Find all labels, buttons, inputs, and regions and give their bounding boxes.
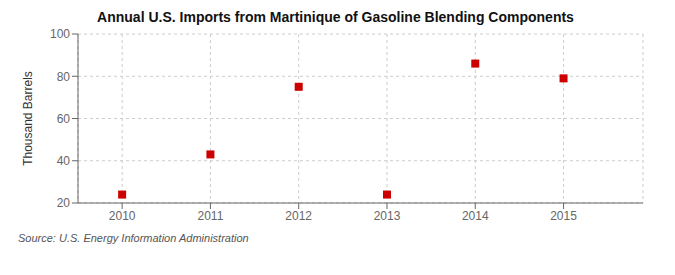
svg-text:2014: 2014 [462, 209, 489, 223]
svg-text:20: 20 [57, 196, 71, 210]
svg-text:80: 80 [57, 70, 71, 84]
svg-text:2012: 2012 [285, 209, 312, 223]
svg-text:2015: 2015 [550, 209, 577, 223]
svg-text:60: 60 [57, 112, 71, 126]
svg-text:40: 40 [57, 154, 71, 168]
svg-text:2013: 2013 [374, 209, 401, 223]
svg-text:2011: 2011 [198, 209, 224, 223]
svg-text:100: 100 [50, 27, 70, 41]
html-text:Annual U.S. Imports from Marti: Annual U.S. Imports from Martinique of G… [97, 9, 574, 25]
svg-text:2010: 2010 [109, 209, 136, 223]
html-text:Source: U.S. Energy Informatio: Source: U.S. Energy Information Administ… [18, 232, 249, 244]
svg-text:Thousand Barrels: Thousand Barrels [21, 71, 35, 166]
